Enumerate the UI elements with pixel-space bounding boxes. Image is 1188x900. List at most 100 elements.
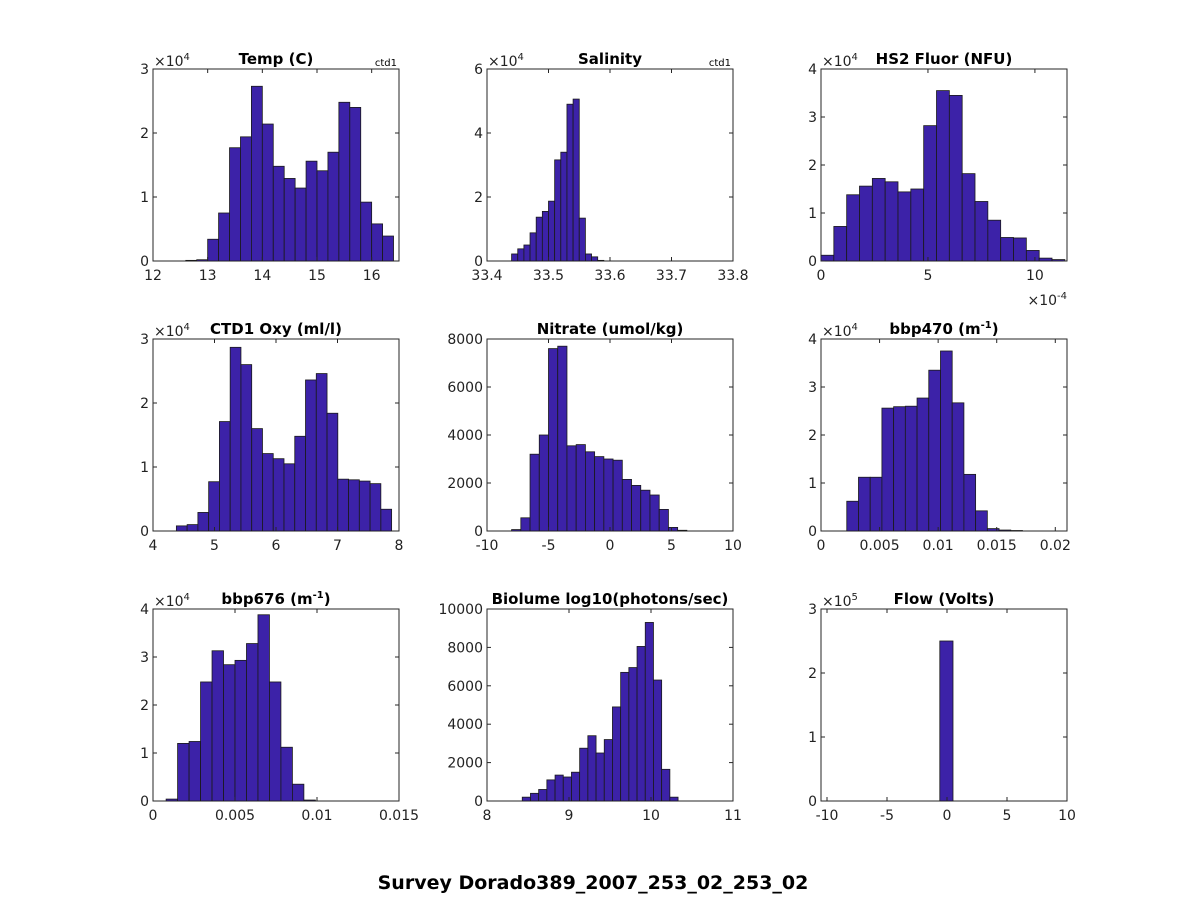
histogram-bar: [511, 529, 522, 532]
histogram-bar: [566, 103, 574, 262]
histogram-bar: [294, 435, 306, 532]
histogram-bar: [677, 529, 688, 532]
x-tick-label: 10: [642, 808, 660, 824]
y-tick-label: 4: [474, 126, 483, 142]
y-tick-label: 3: [808, 110, 817, 126]
y-tick-label: 0: [808, 524, 817, 540]
histogram-bar: [562, 776, 572, 802]
panel-title: Nitrate (umol/kg): [537, 320, 684, 338]
histogram-bar: [200, 681, 213, 802]
histogram-bar: [272, 458, 285, 532]
y-tick-label: 10000: [438, 602, 483, 618]
x-tick-label: 5: [923, 268, 932, 284]
histogram-bar: [261, 123, 274, 262]
x-tick-label: -10: [476, 538, 499, 554]
y-tick-label: 4000: [447, 428, 483, 444]
histogram-bar: [234, 659, 247, 802]
histogram-bar: [661, 768, 671, 802]
y-axis-multiplier: ×104: [154, 592, 190, 610]
histogram-bar: [369, 483, 382, 532]
histogram-bar: [360, 201, 373, 262]
histogram-bar: [548, 200, 556, 262]
y-axis-multiplier: ×104: [154, 52, 190, 70]
histogram-bar: [294, 187, 307, 262]
y-tick-label: 4: [140, 602, 149, 618]
histogram-bar: [303, 799, 316, 802]
histogram-bar: [631, 484, 642, 532]
panel-title: Salinity: [578, 50, 642, 68]
histogram-bar: [591, 256, 599, 262]
histogram-bar: [371, 223, 384, 262]
histogram-bar: [928, 369, 941, 532]
histogram-bar: [998, 529, 1012, 532]
y-tick-label: 0: [140, 794, 149, 810]
x-tick-label: 0: [606, 538, 615, 554]
histogram-bar: [548, 348, 559, 532]
y-tick-label: 3: [140, 332, 149, 348]
y-axis-multiplier: ×104: [822, 52, 858, 70]
x-tick-label: 0: [817, 268, 826, 284]
histogram-bar: [820, 254, 835, 262]
histogram-bar: [541, 210, 549, 262]
histogram-bar: [240, 364, 253, 532]
histogram-bar: [597, 259, 605, 262]
histogram-bar: [923, 125, 937, 262]
y-tick-label: 2: [140, 126, 149, 142]
histogram-bar: [621, 478, 632, 532]
x-tick-label: 33.5: [533, 268, 564, 284]
histogram-bar: [557, 345, 568, 532]
y-tick-label: 3: [808, 380, 817, 396]
y-tick-label: 4000: [447, 717, 483, 733]
histogram-bar: [951, 402, 965, 532]
histogram-bar: [382, 235, 394, 262]
histogram-bar: [269, 681, 282, 802]
histogram-bar: [530, 792, 540, 802]
histogram-bar: [546, 779, 556, 802]
x-tick-label: 33.4: [471, 268, 502, 284]
y-tick-label: 3: [140, 62, 149, 78]
histogram-bar: [380, 508, 393, 532]
histogram-bar: [186, 524, 199, 532]
x-tick-label: 11: [724, 808, 742, 824]
histogram-bar: [207, 238, 219, 262]
panel-title: Temp (C): [239, 50, 314, 68]
y-tick-label: 2: [808, 428, 817, 444]
y-tick-label: 6000: [447, 679, 483, 695]
x-tick-label: 0.01: [301, 808, 332, 824]
x-tick-label: 0.02: [1040, 538, 1071, 554]
y-tick-label: 2: [140, 396, 149, 412]
histogram-bar: [585, 451, 596, 532]
histogram-bar: [1013, 237, 1027, 262]
y-tick-label: 3: [140, 650, 149, 666]
histogram-bar: [595, 752, 605, 802]
x-tick-label: 16: [363, 268, 381, 284]
y-tick-label: 0: [808, 794, 817, 810]
x-tick-label: 5: [667, 538, 676, 554]
histogram-bar: [578, 217, 586, 262]
histogram-bar: [257, 614, 270, 802]
histogram-bar: [579, 747, 589, 802]
histogram-panel: -10 -5 0 5 10 0 2000 4000 6000 8000 Nitrate (umol/…: [447, 320, 742, 554]
histogram-bar: [987, 219, 1002, 262]
histogram-bar: [910, 188, 925, 262]
histogram-bar: [640, 489, 651, 532]
y-tick-label: 2: [808, 666, 817, 682]
histogram-bar: [974, 201, 989, 262]
y-tick-label: 1: [140, 460, 149, 476]
histogram-bar: [272, 165, 285, 262]
histogram-bar: [1000, 237, 1014, 262]
y-tick-label: 4: [808, 62, 817, 78]
x-tick-label: 33.8: [717, 268, 748, 284]
x-tick-label: -10: [816, 808, 839, 824]
histogram-bar: [846, 194, 860, 262]
x-tick-label: 15: [308, 268, 326, 284]
histogram-bar: [881, 407, 895, 532]
x-tick-label: 5: [1003, 808, 1012, 824]
histogram-bar: [291, 783, 305, 802]
histogram-bar: [669, 796, 679, 802]
y-tick-label: 2: [474, 190, 483, 206]
histogram-bar: [315, 373, 328, 532]
histogram-bar: [517, 248, 525, 262]
histogram-bar: [305, 379, 317, 532]
histogram-bar: [165, 798, 178, 802]
